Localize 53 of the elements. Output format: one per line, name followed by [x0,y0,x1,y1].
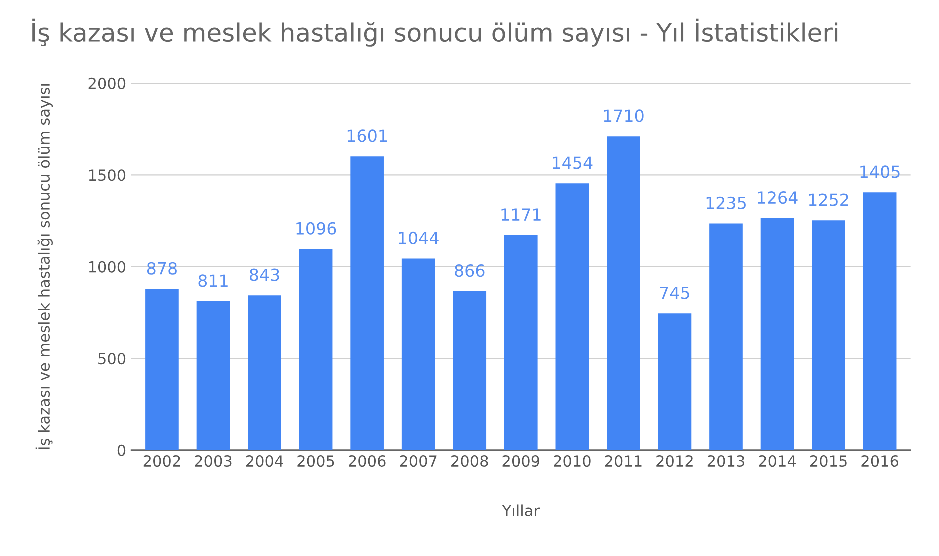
bar [710,224,743,450]
x-tick-label: 2014 [759,455,796,468]
x-tick-label: 2002 [144,455,180,468]
x-tick-label: 2008 [452,455,488,468]
data-label: 843 [250,268,280,282]
y-tick-label: 500 [98,353,126,365]
bar [658,314,692,450]
bar [812,220,846,450]
data-label: 878 [147,262,177,275]
data-label: 1044 [399,232,439,244]
x-tick-label: 2009 [502,455,540,468]
data-label: 811 [198,274,228,288]
bar [453,291,487,450]
data-label: 1235 [706,196,746,210]
x-tick-label: 2007 [400,455,437,468]
y-axis-title: İş kazası ve meslek hastalığı sonucu ölüm sayısı [36,84,53,450]
data-label: 1171 [502,208,541,221]
bar [196,302,230,450]
x-tick-label: 2004 [246,455,284,468]
data-label: 1710 [604,110,644,122]
x-axis-title: Yıllar [502,504,540,517]
y-tick-label: 2000 [88,78,126,90]
x-tick-label: 2016 [862,455,899,468]
bar [504,236,538,450]
y-tick-label: 1500 [89,170,126,182]
data-label: 1264 [758,191,798,204]
bar [556,184,590,450]
x-tick-label: 2003 [195,455,232,468]
data-label: 866 [455,264,485,278]
bar [863,192,897,450]
y-tick-label: 1000 [89,261,126,273]
x-tick-label: 2006 [349,455,386,468]
x-tick-label: 2010 [554,455,591,468]
x-tick-label: 2013 [708,455,744,468]
y-tick-label: 0 [118,444,126,456]
data-label: 1601 [348,130,387,142]
data-label: 1405 [860,166,900,178]
chart-title: İş kazası ve meslek hastalığı sonucu ölüm sayısı - Yıl İstatistikleri [32,18,838,47]
bar [607,136,640,450]
bar [299,249,333,450]
bar [350,156,384,450]
bar [248,296,282,450]
bar [760,218,794,450]
bar [402,258,436,450]
bar [146,289,179,450]
x-tick-label: 2012 [656,455,693,468]
data-label: 1454 [553,156,593,170]
data-label: 1252 [809,194,848,206]
data-label: 1096 [296,222,336,235]
x-tick-label: 2011 [605,455,642,468]
x-tick-label: 2015 [810,455,847,468]
data-label: 745 [660,286,690,300]
x-tick-label: 2005 [298,455,334,468]
